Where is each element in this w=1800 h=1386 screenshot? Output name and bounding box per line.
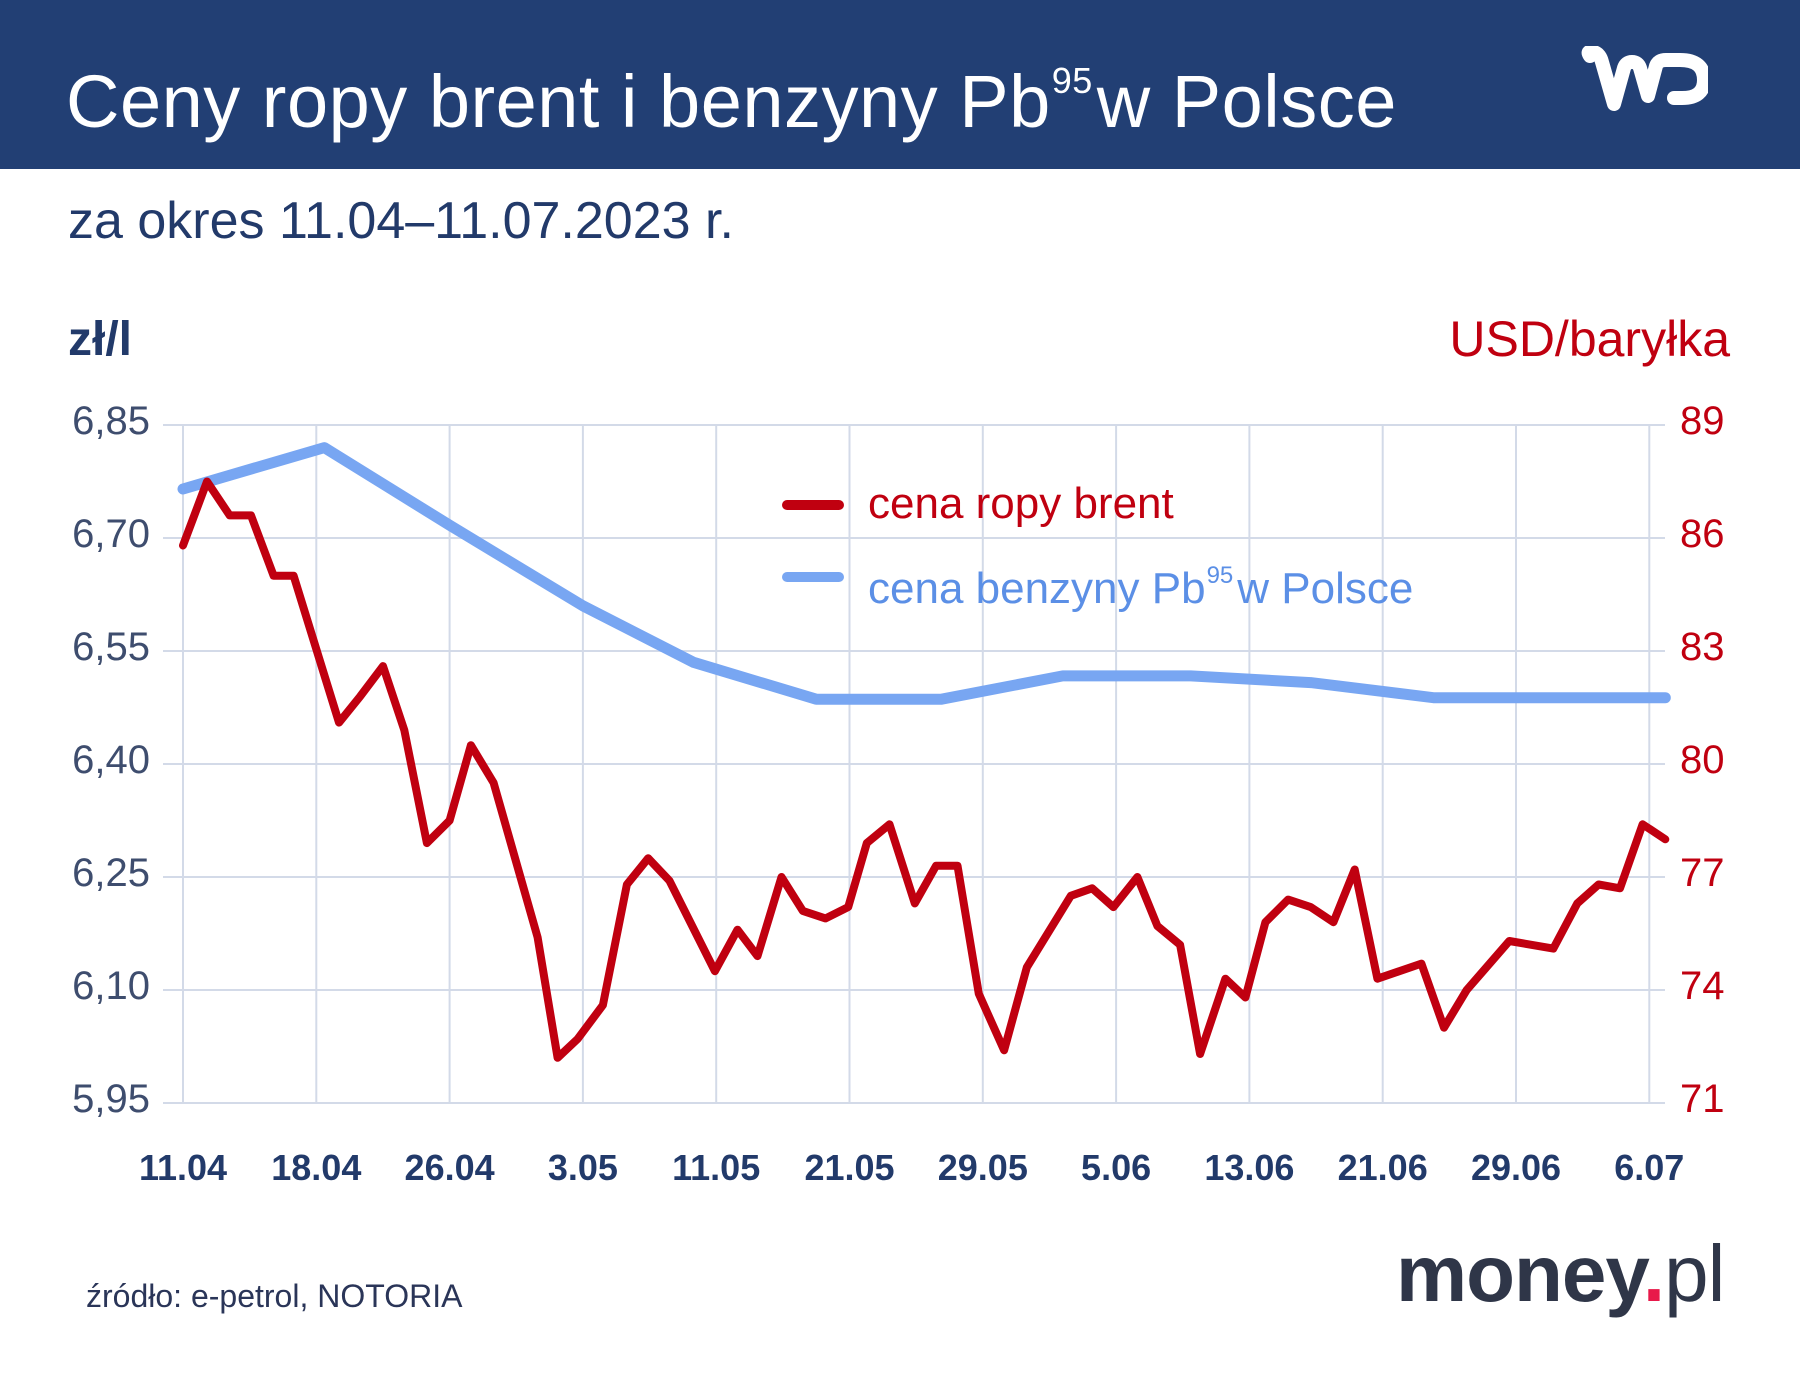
- x-axis-tick-label: 6.07: [1614, 1147, 1685, 1188]
- legend-label-pb95-end: w Polsce: [1237, 564, 1414, 613]
- legend-label-pb95: cena benzyny Pb95w Polsce: [868, 548, 1413, 617]
- right-axis-tick-label: 83: [1680, 625, 1725, 669]
- series-line-brent: [179, 477, 1670, 1062]
- legend-swatch-brent: [782, 500, 844, 510]
- x-axis-tick-label: 21.06: [1337, 1147, 1428, 1188]
- title-text-end: w Polsce: [1096, 60, 1397, 143]
- header-banner: Ceny ropy brent i benzyny Pb95w Polsce: [0, 0, 1800, 169]
- left-axis-tick-label: 6,55: [72, 625, 150, 669]
- right-axis-tick-label: 77: [1680, 851, 1725, 895]
- x-axis-tick-label: 11.05: [672, 1147, 761, 1188]
- right-axis-tick-label: 86: [1680, 512, 1725, 556]
- x-axis-tick-label: 26.04: [404, 1147, 495, 1188]
- right-axis-tick-label: 80: [1680, 738, 1725, 782]
- left-axis-tick-label: 6,70: [72, 512, 150, 556]
- chart-series: [177, 442, 1671, 1062]
- money-pl-logo: money.pl: [1396, 1226, 1725, 1322]
- right-axis-unit: USD/baryłka: [1449, 311, 1730, 367]
- legend-label-pb95-sup: 95: [1206, 562, 1234, 589]
- right-axis-tick-label: 71: [1680, 1077, 1725, 1121]
- right-axis-tick-label: 74: [1680, 964, 1725, 1008]
- right-axis-tick-label: 89: [1680, 399, 1725, 443]
- left-axis-unit: zł/l: [68, 313, 133, 366]
- left-axis-tick-label: 6,85: [72, 399, 150, 443]
- left-axis-tick-label: 6,40: [72, 738, 150, 782]
- series-line-pb95: [177, 442, 1671, 705]
- brand-tld: pl: [1664, 1229, 1725, 1318]
- left-axis-tick-label: 5,95: [72, 1077, 150, 1121]
- title-superscript: 95: [1051, 60, 1093, 101]
- x-axis-tick-label: 29.05: [937, 1147, 1028, 1188]
- x-axis-tick-label: 18.04: [271, 1147, 362, 1188]
- title-text: Ceny ropy brent i benzyny Pb: [66, 60, 1051, 143]
- legend-swatch-pb95: [782, 572, 844, 582]
- chart-title: Ceny ropy brent i benzyny Pb95w Polsce: [66, 36, 1397, 147]
- x-axis-tick-label: 29.06: [1470, 1147, 1562, 1188]
- x-axis-tick-label: 3.05: [547, 1147, 618, 1188]
- x-axis-tick-label: 21.05: [804, 1147, 895, 1188]
- legend-label-pb95-text: cena benzyny Pb: [868, 564, 1206, 613]
- x-axis-tick-label: 11.04: [138, 1147, 228, 1188]
- wp-logo-icon: [1581, 46, 1708, 111]
- brand-main: money: [1396, 1229, 1644, 1318]
- legend-label-brent: cena ropy brent: [868, 479, 1174, 528]
- left-axis-tick-label: 6,10: [72, 964, 150, 1008]
- x-axis-tick-label: 5.06: [1081, 1147, 1152, 1188]
- brand-dot: .: [1642, 1229, 1665, 1318]
- source-note: źródło: e-petrol, NOTORIA: [86, 1278, 463, 1314]
- chart-subtitle: za okres 11.04–11.07.2023 r.: [68, 192, 734, 250]
- left-axis-tick-label: 6,25: [72, 851, 150, 895]
- x-axis-tick-label: 13.06: [1204, 1147, 1295, 1188]
